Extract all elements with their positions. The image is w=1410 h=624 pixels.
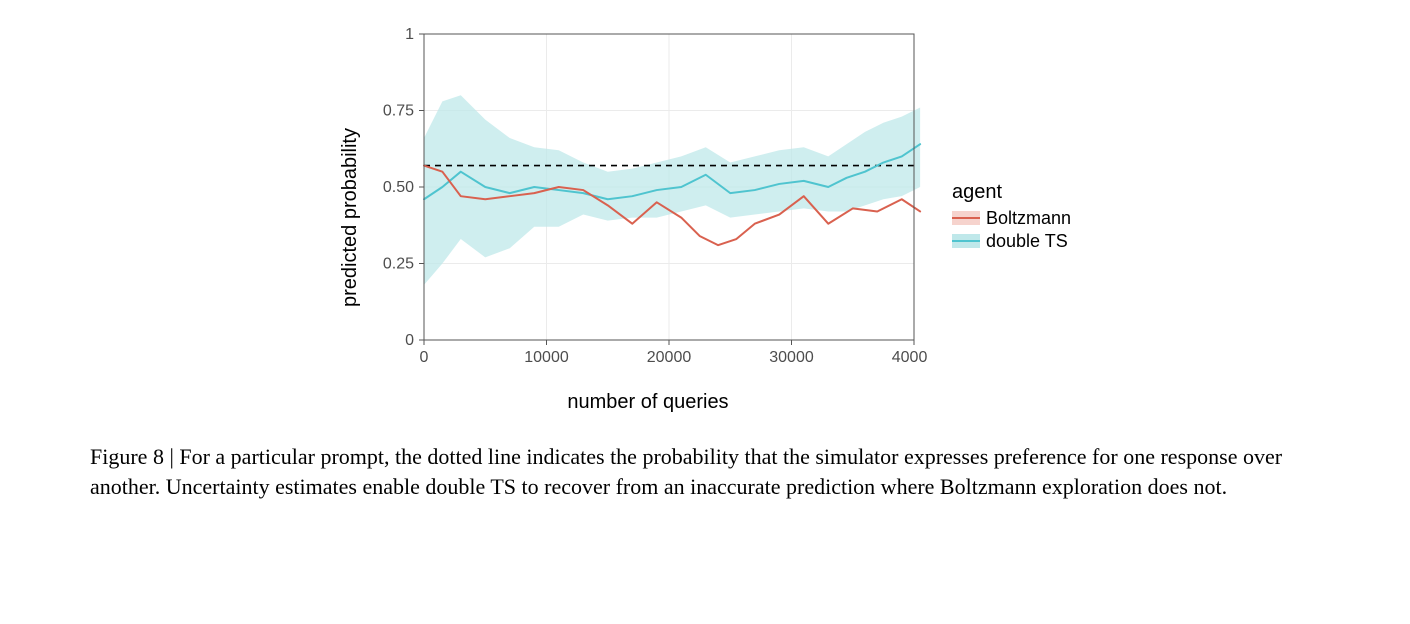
legend-items: Boltzmanndouble TS: [952, 208, 1071, 252]
line-chart-svg: 0 10000 20000 30000 40000 0 0.25 0.50 0.75 1: [368, 20, 928, 380]
legend-swatch: [952, 209, 980, 227]
svg-text:0.75: 0.75: [383, 103, 414, 120]
figure-caption: Figure 8 | For a particular prompt, the …: [90, 442, 1320, 501]
y-axis-label: predicted probability: [339, 128, 362, 307]
legend-swatch: [952, 232, 980, 250]
svg-text:10000: 10000: [524, 349, 569, 366]
svg-text:0.50: 0.50: [383, 179, 414, 196]
figure-page: predicted probability 0 10000 20000 30000 40…: [0, 0, 1410, 624]
svg-text:1: 1: [405, 26, 414, 43]
legend-label: Boltzmann: [986, 208, 1071, 229]
legend-item: Boltzmann: [952, 208, 1071, 229]
svg-text:0.25: 0.25: [383, 256, 414, 273]
figure-label: Figure 8: [90, 444, 164, 469]
svg-text:0: 0: [405, 332, 414, 349]
legend-label: double TS: [986, 231, 1068, 252]
svg-text:0: 0: [420, 349, 429, 366]
plot-area: 0 10000 20000 30000 40000 0 0.25 0.50 0.75 1: [368, 20, 928, 385]
figure-separator: |: [164, 444, 179, 469]
figure-caption-text: For a particular prompt, the dotted line…: [90, 444, 1282, 499]
plot-column: 0 10000 20000 30000 40000 0 0.25 0.50 0.75 1 numb…: [368, 20, 928, 414]
svg-text:30000: 30000: [769, 349, 814, 366]
chart-wrap: predicted probability 0 10000 20000 30000 40…: [339, 20, 928, 414]
legend-item: double TS: [952, 231, 1071, 252]
figure-row: predicted probability 0 10000 20000 30000 40…: [90, 20, 1320, 414]
legend: agent Boltzmanndouble TS: [952, 181, 1071, 254]
x-axis-label: number of queries: [567, 391, 728, 414]
legend-title: agent: [952, 181, 1071, 204]
svg-text:40000: 40000: [892, 349, 928, 366]
svg-text:20000: 20000: [647, 349, 692, 366]
